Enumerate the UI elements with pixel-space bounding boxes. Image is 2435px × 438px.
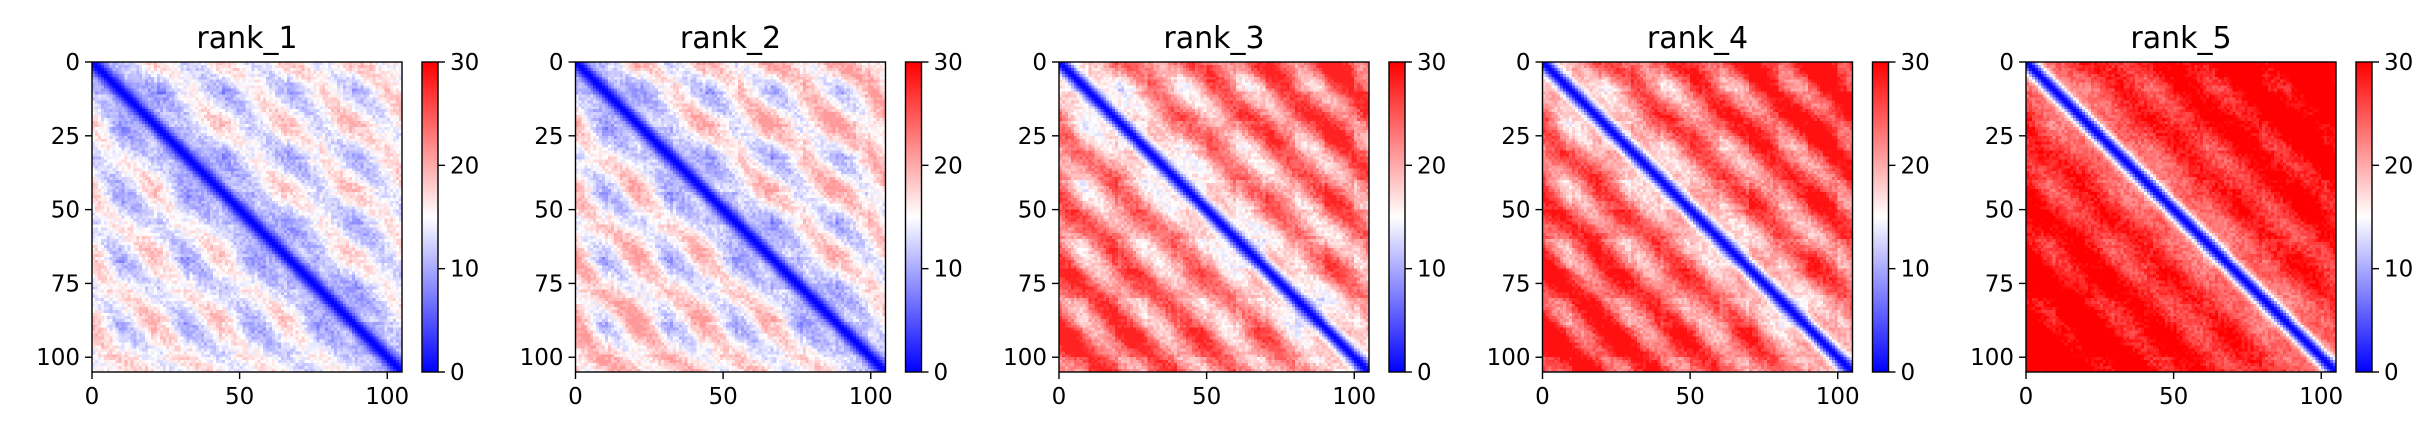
colorbar-tick-label: 10	[2384, 257, 2413, 283]
plot-frame	[91, 61, 403, 373]
y-tick-label: 25	[534, 124, 563, 150]
colorbar-tick-label: 30	[450, 50, 479, 76]
colorbar-frame	[904, 61, 923, 373]
x-tick-label: 50	[225, 384, 254, 410]
y-tick-label: 75	[534, 271, 563, 297]
colorbar-tick-label: 30	[1901, 50, 1930, 76]
heatmap-image	[1059, 62, 1369, 372]
colorbar-frame	[1388, 61, 1406, 373]
x-tick-label: 0	[1052, 384, 1067, 410]
y-tick-label: 0	[1999, 50, 2014, 76]
colorbar-tick-label: 20	[450, 153, 479, 179]
colorbar-tick-label: 20	[1417, 153, 1446, 179]
chart-title: rank_2	[680, 21, 781, 56]
x-tick-label: 100	[365, 384, 409, 410]
y-tick-label: 100	[520, 345, 564, 371]
colorbar-tick-label: 0	[450, 360, 465, 386]
y-tick-label: 75	[51, 271, 80, 297]
plot-frame	[1058, 61, 1370, 373]
y-tick-label: 25	[1501, 124, 1530, 150]
x-tick-label: 0	[568, 384, 583, 410]
colorbar-frame	[1871, 61, 1890, 373]
colorbar-tick-label: 20	[2384, 153, 2413, 179]
x-tick-label: 100	[849, 384, 893, 410]
chart-title: rank_5	[2130, 21, 2231, 56]
y-tick-label: 25	[1985, 124, 2014, 150]
colorbar-tick-label: 0	[2384, 360, 2399, 386]
y-tick-label: 100	[1970, 345, 2014, 371]
colorbar-tick-label: 10	[934, 257, 963, 283]
x-tick-label: 50	[2159, 384, 2188, 410]
y-tick-label: 75	[1985, 271, 2014, 297]
colorbar	[422, 62, 438, 372]
colorbar-tick-label: 30	[934, 50, 963, 76]
colorbar-tick-label: 0	[1417, 360, 1432, 386]
chart-title: rank_1	[196, 21, 297, 56]
colorbar-tick-label: 20	[934, 153, 963, 179]
y-tick-label: 75	[1018, 271, 1047, 297]
x-tick-label: 100	[1816, 384, 1860, 410]
colorbar-frame	[2355, 61, 2373, 373]
colorbar-tick-label: 20	[1901, 153, 1930, 179]
x-tick-label: 50	[1192, 384, 1221, 410]
colorbar-tick-label: 10	[450, 257, 479, 283]
x-tick-label: 100	[1332, 384, 1376, 410]
x-tick-label: 0	[2019, 384, 2034, 410]
plot-frame	[1541, 61, 1854, 373]
heatmap-image	[575, 62, 886, 372]
heatmap-image	[1542, 62, 1853, 372]
y-tick-label: 0	[549, 50, 564, 76]
y-tick-label: 50	[534, 198, 563, 224]
colorbar-tick-label: 10	[1901, 257, 1930, 283]
colorbar-tick-label: 30	[1417, 50, 1446, 76]
colorbar-tick-label: 0	[934, 360, 949, 386]
y-tick-label: 0	[1516, 50, 1531, 76]
x-tick-label: 100	[2299, 384, 2343, 410]
y-tick-label: 50	[51, 198, 80, 224]
colorbar	[905, 62, 922, 372]
y-tick-label: 100	[1487, 345, 1531, 371]
plot-frame	[574, 61, 887, 373]
x-tick-label: 0	[85, 384, 100, 410]
y-tick-label: 25	[51, 124, 80, 150]
plot-frame	[2025, 61, 2337, 373]
x-tick-label: 50	[708, 384, 737, 410]
y-tick-label: 50	[1501, 198, 1530, 224]
chart-title: rank_4	[1647, 21, 1748, 56]
chart-title: rank_3	[1163, 21, 1264, 56]
heatmap-image	[92, 62, 402, 372]
x-tick-label: 50	[1675, 384, 1704, 410]
colorbar-tick-label: 30	[2384, 50, 2413, 76]
y-tick-label: 0	[65, 50, 80, 76]
y-tick-label: 0	[1032, 50, 1047, 76]
colorbar	[1872, 62, 1889, 372]
x-tick-label: 0	[1535, 384, 1550, 410]
colorbar	[2356, 62, 2372, 372]
colorbar	[1389, 62, 1405, 372]
y-tick-label: 100	[36, 345, 80, 371]
y-tick-label: 100	[1003, 345, 1047, 371]
y-tick-label: 75	[1501, 271, 1530, 297]
y-tick-label: 50	[1018, 198, 1047, 224]
y-tick-label: 25	[1018, 124, 1047, 150]
colorbar-tick-label: 10	[1417, 257, 1446, 283]
colorbar-frame	[421, 61, 439, 373]
colorbar-tick-label: 0	[1901, 360, 1916, 386]
heatmap-image	[2026, 62, 2336, 372]
y-tick-label: 50	[1985, 198, 2014, 224]
